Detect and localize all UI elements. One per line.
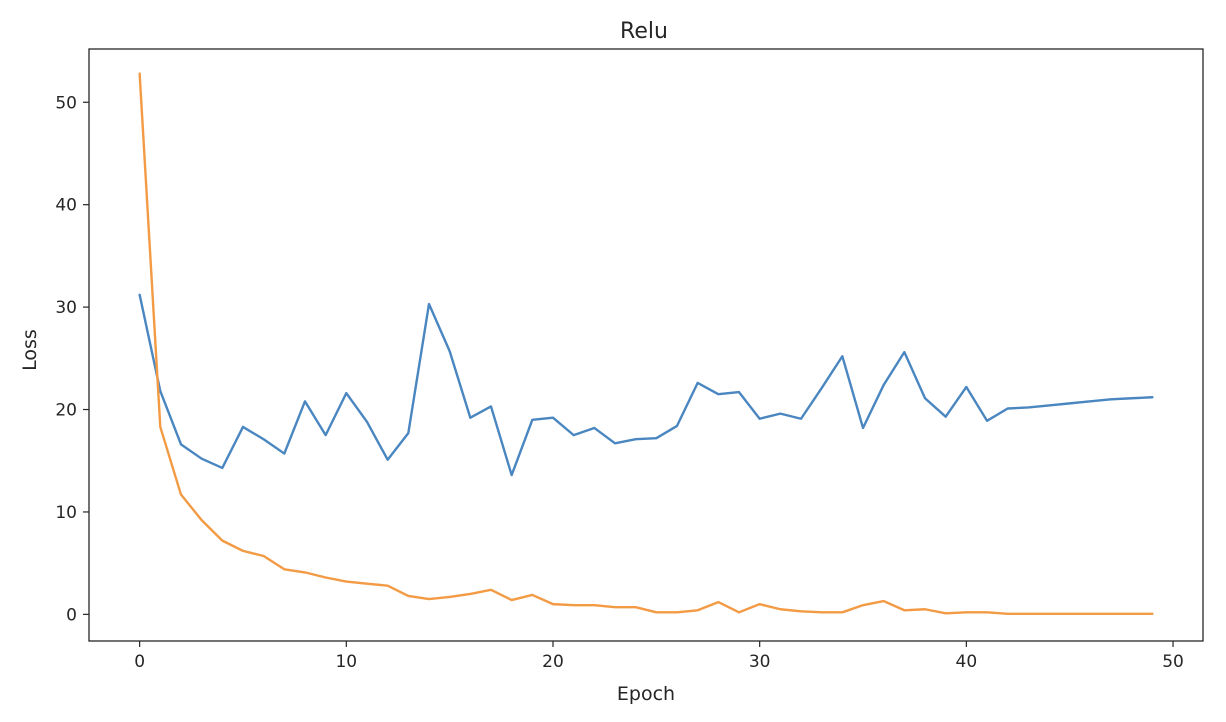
y-tick-label: 20 xyxy=(55,401,77,421)
x-tick-label: 30 xyxy=(749,652,771,672)
x-tick-label: 40 xyxy=(956,652,978,672)
series-1 xyxy=(138,293,1154,477)
x-axis-label: Epoch xyxy=(617,683,675,705)
y-tick-label: 30 xyxy=(55,298,77,318)
ticks-layer: 0 10 20 30 40 50 0 10 20 30 40 50 xyxy=(55,93,1183,672)
series-2 xyxy=(138,72,1154,616)
series-2-line xyxy=(138,72,1154,616)
y-axis-label: Loss xyxy=(19,329,41,371)
series-layer xyxy=(138,72,1154,616)
x-tick-label: 20 xyxy=(542,652,564,672)
plot-frame xyxy=(88,48,1204,642)
y-tick-label: 40 xyxy=(55,196,77,216)
x-tick-label: 50 xyxy=(1162,652,1184,672)
chart-title: Relu xyxy=(620,19,668,44)
x-tick-label: 0 xyxy=(134,652,145,672)
y-tick-label: 0 xyxy=(66,605,77,625)
y-tick-label: 50 xyxy=(55,93,77,113)
y-tick-label: 10 xyxy=(55,503,77,523)
series-1-line xyxy=(138,293,1154,477)
x-tick-label: 10 xyxy=(335,652,357,672)
